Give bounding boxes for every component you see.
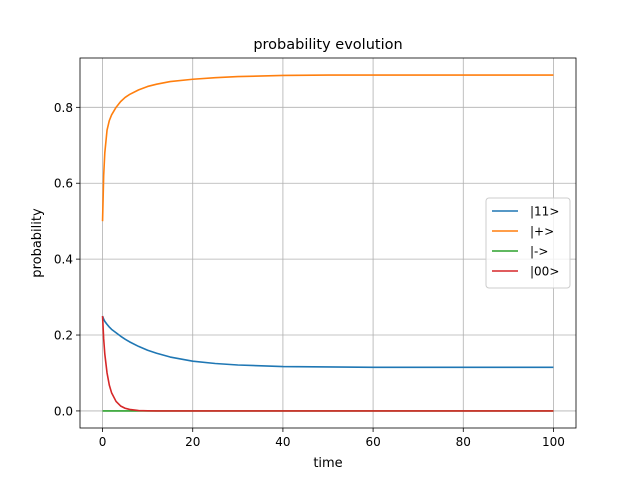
x-axis-label: time (313, 456, 342, 471)
grid-lines (80, 58, 576, 428)
x-tick-label: 40 (275, 435, 290, 449)
series-line-0 (101, 315, 554, 369)
legend-label-3: |00> (530, 265, 559, 279)
x-tick-label: 20 (185, 435, 200, 449)
legend-box (485, 197, 571, 289)
y-tick-label: 0.0 (54, 404, 73, 418)
x-tick-label: 100 (542, 435, 565, 449)
x-tick-label: 80 (456, 435, 471, 449)
series-lines (101, 74, 554, 412)
y-tick-label: 0.6 (54, 177, 73, 191)
chart-title: probability evolution (253, 37, 402, 53)
series-line-1 (101, 74, 554, 222)
y-tick-label: 0.8 (54, 101, 73, 115)
x-axis-ticks: 0 20 40 60 80 100 (99, 428, 565, 449)
legend: |11> |+> |-> |00> (485, 197, 571, 289)
legend-label-2: |-> (530, 245, 548, 259)
y-tick-label: 0.4 (54, 253, 73, 267)
y-axis-label: probability (30, 208, 45, 278)
legend-label-1: |+> (530, 225, 554, 239)
plot-frame (79, 57, 577, 429)
x-tick-label: 60 (365, 435, 380, 449)
legend-label-0: |11> (530, 205, 559, 219)
x-tick-label: 0 (99, 435, 107, 449)
y-axis-ticks: 0.0 0.2 0.4 0.6 0.8 (54, 101, 80, 418)
y-tick-label: 0.2 (54, 329, 73, 343)
series-line-3 (101, 316, 554, 412)
